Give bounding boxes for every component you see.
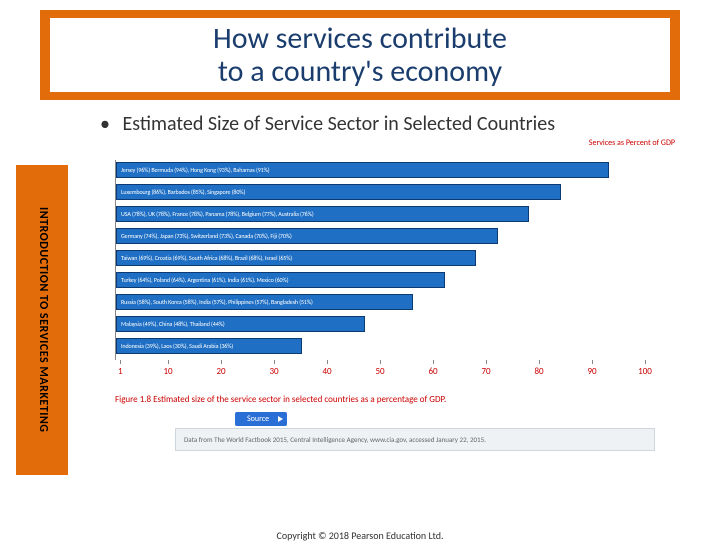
bar-label: Malaysia (49%), China (48%), Thailand (4… [117, 320, 225, 328]
x-tick: 40 [322, 366, 331, 377]
bar-label: Turkey (64%), Poland (64%), Argentina (6… [117, 276, 288, 284]
x-tick: 10 [163, 366, 172, 377]
title-inner: How services contribute to a country's e… [50, 18, 670, 92]
bar-label: Luxembourg (86%), Barbados (85%), Singap… [117, 188, 245, 196]
bar: Taiwan (69%), Croatia (69%), South Afric… [116, 250, 476, 266]
bar-label: USA (78%), UK (78%), France (78%), Panam… [117, 210, 314, 218]
subtitle: • Estimated Size of Service Sector in Se… [100, 112, 660, 136]
bar: Russia (58%), South Korea (58%), India (… [116, 294, 413, 310]
bar-row: Turkey (64%), Poland (64%), Argentina (6… [116, 270, 675, 290]
x-tick: 20 [216, 366, 225, 377]
bar: USA (78%), UK (78%), France (78%), Panam… [116, 206, 529, 222]
bar-row: Germany (74%), Japan (73%), Switzerland … [116, 226, 675, 246]
bar-row: Malaysia (49%), China (48%), Thailand (4… [116, 314, 675, 334]
bar-label: Indonesia (39%), Laos (30%), Saudi Arabi… [117, 342, 233, 350]
bar: Malaysia (49%), China (48%), Thailand (4… [116, 316, 365, 332]
sidebar: INTRODUCTION TO SERVICES MARKETING [16, 165, 68, 475]
bar-label: Taiwan (69%), Croatia (69%), South Afric… [117, 254, 292, 262]
title-line1: How services contribute [50, 22, 670, 55]
axis-caption: Services as Percent of GDP [589, 138, 675, 148]
chart-area: Services as Percent of GDP Jersey (96%) … [115, 160, 675, 451]
bullet: • [100, 112, 110, 136]
figure-caption: Figure 1.8 Estimated size of the service… [115, 394, 675, 406]
title-line2: to a country's economy [50, 55, 670, 88]
title-bar: How services contribute to a country's e… [40, 10, 680, 100]
source-button[interactable]: Source [235, 412, 287, 426]
x-tick: 90 [587, 366, 596, 377]
bar: Indonesia (39%), Laos (30%), Saudi Arabi… [116, 338, 302, 354]
bar-row: Luxembourg (86%), Barbados (85%), Singap… [116, 182, 675, 202]
bar: Jersey (96%) Bermuda (94%), Hong Kong (9… [116, 162, 609, 178]
sidebar-label: INTRODUCTION TO SERVICES MARKETING [34, 207, 50, 432]
copyright: Copyright © 2018 Pearson Education Ltd. [0, 529, 720, 542]
bar: Luxembourg (86%), Barbados (85%), Singap… [116, 184, 561, 200]
bar-label: Jersey (96%) Bermuda (94%), Hong Kong (9… [117, 166, 270, 174]
bar: Germany (74%), Japan (73%), Switzerland … [116, 228, 498, 244]
bar-row: Jersey (96%) Bermuda (94%), Hong Kong (9… [116, 160, 675, 180]
x-tick: 60 [428, 366, 437, 377]
x-tick: 50 [375, 366, 384, 377]
bar: Turkey (64%), Poland (64%), Argentina (6… [116, 272, 445, 288]
x-tick: 1 [118, 366, 123, 377]
bar-row: USA (78%), UK (78%), France (78%), Panam… [116, 204, 675, 224]
x-tick: 70 [481, 366, 490, 377]
bar-row: Russia (58%), South Korea (58%), India (… [116, 292, 675, 312]
x-axis: 1 10 20 30 40 50 60 70 80 90 100 [115, 364, 675, 388]
bar-row: Indonesia (39%), Laos (30%), Saudi Arabi… [116, 336, 675, 356]
x-tick: 80 [534, 366, 543, 377]
x-tick: 30 [269, 366, 278, 377]
bar-label: Russia (58%), South Korea (58%), India (… [117, 298, 313, 306]
bar-container: Services as Percent of GDP Jersey (96%) … [115, 160, 675, 360]
source-box: Data from The World Factbook 2015, Centr… [175, 428, 655, 451]
subtitle-text: Estimated Size of Service Sector in Sele… [123, 112, 556, 136]
bar-row: Taiwan (69%), Croatia (69%), South Afric… [116, 248, 675, 268]
bar-label: Germany (74%), Japan (73%), Switzerland … [117, 232, 292, 240]
x-tick: 100 [638, 366, 652, 377]
